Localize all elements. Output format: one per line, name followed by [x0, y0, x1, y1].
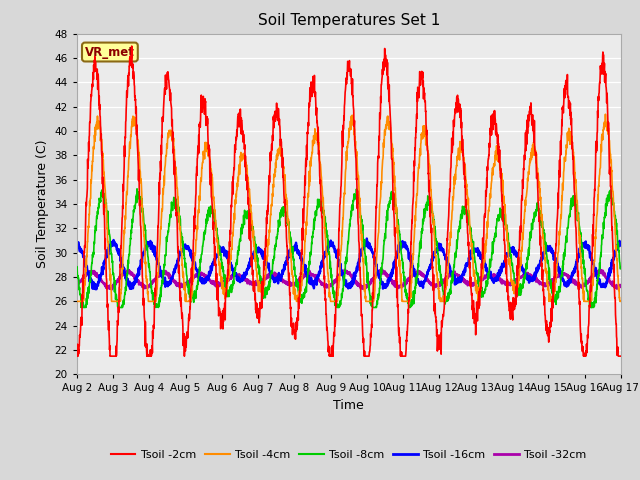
Tsoil -16cm	[365, 241, 372, 247]
Tsoil -2cm	[128, 43, 136, 49]
Tsoil -8cm	[225, 294, 233, 300]
Tsoil -2cm	[73, 353, 81, 359]
Tsoil -2cm	[584, 324, 592, 330]
Tsoil -16cm	[225, 255, 232, 261]
Legend: Tsoil -2cm, Tsoil -4cm, Tsoil -8cm, Tsoil -16cm, Tsoil -32cm: Tsoil -2cm, Tsoil -4cm, Tsoil -8cm, Tsoi…	[106, 445, 591, 464]
Tsoil -32cm	[376, 270, 384, 276]
Tsoil -8cm	[377, 275, 385, 281]
Line: Tsoil -4cm: Tsoil -4cm	[77, 114, 621, 301]
Tsoil -4cm	[617, 299, 625, 304]
Tsoil -32cm	[617, 283, 625, 289]
Tsoil -8cm	[73, 264, 81, 270]
Tsoil -16cm	[570, 268, 577, 274]
Title: Soil Temperatures Set 1: Soil Temperatures Set 1	[258, 13, 440, 28]
Tsoil -32cm	[109, 287, 116, 292]
Tsoil -8cm	[508, 252, 515, 258]
Tsoil -16cm	[617, 240, 625, 245]
Tsoil -4cm	[225, 276, 232, 282]
Tsoil -32cm	[584, 279, 592, 285]
Tsoil -2cm	[377, 94, 385, 99]
Tsoil -4cm	[376, 198, 384, 204]
Tsoil -4cm	[365, 299, 372, 304]
Tsoil -8cm	[77, 305, 85, 311]
Tsoil -2cm	[365, 353, 372, 359]
Tsoil -2cm	[617, 353, 625, 359]
Tsoil -2cm	[570, 154, 577, 159]
Tsoil -32cm	[225, 277, 232, 283]
Tsoil -16cm	[73, 242, 81, 248]
Tsoil -2cm	[508, 315, 515, 321]
Tsoil -16cm	[508, 248, 515, 254]
Tsoil -32cm	[570, 277, 577, 283]
Tsoil -8cm	[365, 287, 372, 292]
Line: Tsoil -2cm: Tsoil -2cm	[77, 46, 621, 356]
Tsoil -32cm	[378, 266, 385, 272]
Tsoil -16cm	[92, 286, 99, 292]
Tsoil -4cm	[73, 299, 81, 304]
Tsoil -32cm	[508, 280, 515, 286]
Tsoil -4cm	[584, 299, 591, 304]
Tsoil -8cm	[133, 186, 141, 192]
Tsoil -4cm	[507, 267, 515, 273]
Tsoil -8cm	[617, 264, 625, 270]
Tsoil -32cm	[73, 283, 81, 289]
Y-axis label: Soil Temperature (C): Soil Temperature (C)	[36, 140, 49, 268]
Text: VR_met: VR_met	[85, 46, 135, 59]
Line: Tsoil -32cm: Tsoil -32cm	[77, 269, 621, 289]
Line: Tsoil -16cm: Tsoil -16cm	[77, 239, 621, 289]
Tsoil -16cm	[584, 247, 592, 253]
Tsoil -8cm	[570, 193, 577, 199]
Tsoil -32cm	[365, 282, 372, 288]
Tsoil -2cm	[73, 345, 81, 351]
Tsoil -4cm	[569, 147, 577, 153]
Tsoil -2cm	[225, 255, 233, 261]
Tsoil -4cm	[602, 111, 609, 117]
Line: Tsoil -8cm: Tsoil -8cm	[77, 189, 621, 308]
X-axis label: Time: Time	[333, 399, 364, 412]
Tsoil -16cm	[377, 276, 385, 282]
Tsoil -16cm	[363, 236, 371, 241]
Tsoil -8cm	[584, 298, 592, 303]
